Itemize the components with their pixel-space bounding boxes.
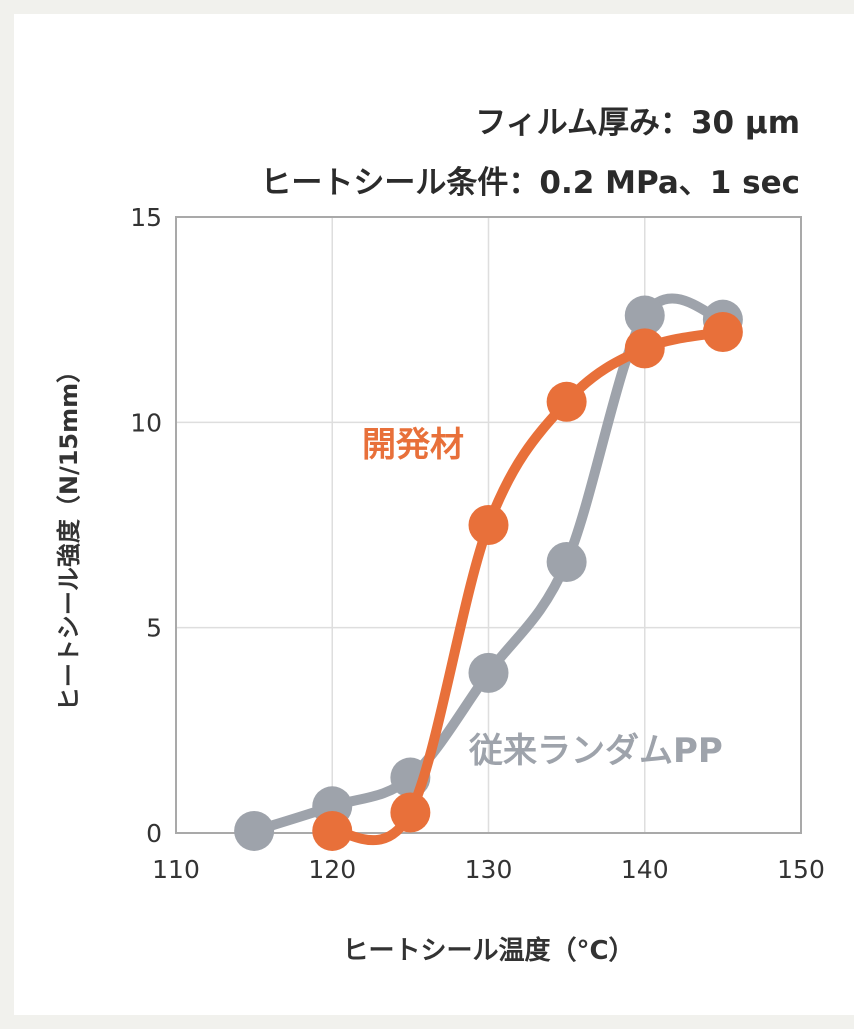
data-point [390, 792, 431, 833]
x-tick-label: 120 [308, 855, 356, 884]
series-label: 従来ランダムPP [468, 731, 723, 771]
data-point [312, 810, 353, 851]
plot-area-frame [175, 216, 802, 834]
axis-ticks: 0 5 10 15 110 120 130 140 150 [130, 203, 825, 884]
y-tick-label: 10 [130, 408, 162, 437]
data-point [624, 295, 665, 336]
series-layer: 従来ランダムPP 開発材 [234, 293, 743, 851]
data-point [546, 541, 587, 582]
data-point [624, 328, 665, 369]
data-point [546, 381, 587, 422]
data-point [234, 810, 275, 851]
film-thickness-condition: フィルム厚み：30 µm [475, 105, 800, 141]
series-label: 開発材 [362, 425, 464, 465]
data-point [468, 505, 509, 545]
y-tick-label: 0 [146, 819, 162, 848]
x-axis-label: ヒートシール温度（°C） [342, 935, 634, 966]
x-tick-label: 150 [777, 855, 825, 884]
data-point [468, 652, 509, 693]
heat-seal-condition: ヒートシール条件：0.2 MPa、1 sec [260, 165, 800, 201]
chart-card: フィルム厚み：30 µm ヒートシール条件：0.2 MPa、1 sec 0 5 10… [14, 14, 854, 1015]
x-tick-label: 140 [621, 855, 669, 884]
y-tick-label: 15 [130, 203, 162, 232]
y-axis-label: ヒートシール強度（N/15mm） [55, 359, 83, 711]
y-tick-label: 5 [146, 614, 162, 643]
x-tick-label: 130 [465, 855, 513, 884]
data-point [702, 311, 743, 352]
x-tick-label: 110 [152, 855, 200, 884]
chart-canvas: 0 5 10 15 110 120 130 140 150 従来ランダムPP 開発材 ヒートシール… [55, 203, 825, 966]
series-developed-material: 開発材 [312, 311, 743, 851]
